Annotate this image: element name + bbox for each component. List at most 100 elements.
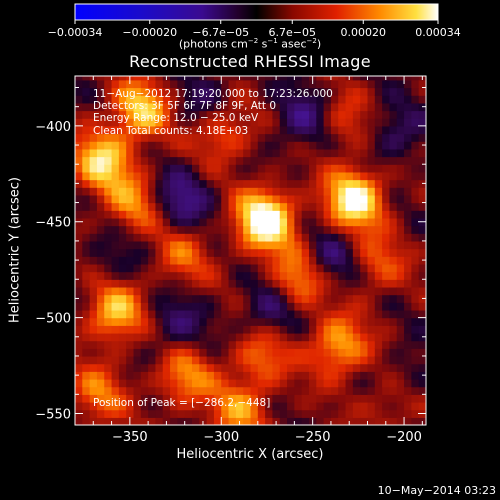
heatmap-cell bbox=[104, 348, 113, 357]
heatmap-cell bbox=[396, 401, 405, 411]
heatmap-cell bbox=[170, 401, 178, 411]
annotation-line-time: 11−Aug−2012 17:19:20.000 to 17:23:26.000 bbox=[93, 88, 333, 100]
heatmap-cell bbox=[75, 233, 83, 242]
heatmap-cell bbox=[323, 417, 332, 425]
heatmap-cell bbox=[352, 148, 361, 158]
heatmap-cell bbox=[126, 148, 135, 158]
heatmap-cell bbox=[221, 371, 230, 380]
heatmap-cell bbox=[148, 294, 157, 303]
heatmap-cell bbox=[389, 386, 398, 395]
heatmap-cell bbox=[228, 125, 237, 135]
heatmap-cell bbox=[177, 355, 186, 365]
heatmap-cell bbox=[272, 271, 281, 280]
heatmap-cell bbox=[89, 110, 98, 119]
heatmap-cell bbox=[345, 286, 354, 296]
heatmap-cell bbox=[184, 401, 193, 411]
heatmap-cell bbox=[360, 325, 369, 334]
heatmap-cell bbox=[213, 302, 222, 311]
heatmap-cell bbox=[367, 417, 376, 425]
heatmap-cell bbox=[301, 240, 310, 250]
heatmap-cell bbox=[118, 76, 127, 81]
heatmap-cell bbox=[382, 355, 391, 365]
heatmap-cell bbox=[243, 386, 252, 395]
heatmap-cell bbox=[265, 110, 274, 119]
heatmap-cell bbox=[360, 110, 369, 119]
heatmap-cell bbox=[89, 340, 98, 349]
heatmap-cell bbox=[228, 79, 237, 89]
heatmap-cell bbox=[352, 409, 361, 418]
heatmap-cell bbox=[279, 79, 288, 89]
heatmap-cell bbox=[301, 248, 310, 257]
heatmap-cell bbox=[309, 294, 317, 303]
heatmap-cell bbox=[228, 225, 237, 234]
heatmap-cell bbox=[104, 87, 113, 96]
heatmap-cell bbox=[272, 317, 281, 326]
heatmap-cell bbox=[382, 110, 391, 119]
heatmap-cell bbox=[192, 348, 200, 357]
heatmap-cell bbox=[374, 171, 383, 181]
heatmap-cell bbox=[352, 401, 361, 411]
heatmap-cell bbox=[323, 79, 332, 89]
heatmap-cell bbox=[257, 363, 266, 372]
heatmap-cell bbox=[82, 386, 91, 395]
heatmap-cell bbox=[360, 371, 369, 380]
heatmap-cell bbox=[382, 240, 391, 250]
heatmap-cell bbox=[294, 309, 303, 319]
heatmap-cell bbox=[111, 363, 120, 372]
heatmap-cell bbox=[118, 317, 127, 326]
heatmap-cell bbox=[104, 317, 113, 326]
heatmap-cell bbox=[199, 248, 208, 257]
heatmap-cell bbox=[82, 87, 91, 96]
heatmap-cell bbox=[140, 286, 149, 296]
heatmap-cell bbox=[192, 256, 200, 265]
heatmap-cell bbox=[279, 118, 288, 127]
heatmap-cell bbox=[382, 394, 391, 403]
heatmap-cell bbox=[352, 210, 361, 219]
heatmap-cell bbox=[118, 148, 127, 158]
heatmap-cell bbox=[309, 248, 317, 257]
heatmap-cell bbox=[133, 417, 142, 425]
heatmap-cell bbox=[287, 156, 295, 165]
heatmap-cell bbox=[148, 378, 157, 388]
heatmap-cell bbox=[89, 79, 98, 89]
heatmap-cell bbox=[265, 79, 274, 89]
heatmap-cell bbox=[374, 194, 383, 204]
heatmap-cell bbox=[345, 401, 354, 411]
colorbar-ticks: −0.00034 −0.00020 −6.7e−05 6.7e−05 0.00020 0.… bbox=[48, 20, 461, 39]
heatmap-cell bbox=[155, 309, 164, 319]
heatmap-cell bbox=[374, 133, 383, 142]
heatmap-cell bbox=[294, 141, 303, 150]
heatmap-cell bbox=[133, 294, 142, 303]
heatmap-cell bbox=[82, 302, 91, 311]
heatmap-cell bbox=[184, 156, 193, 165]
heatmap-cell bbox=[140, 248, 149, 257]
heatmap-cell bbox=[396, 133, 405, 142]
heatmap-cell bbox=[418, 279, 426, 288]
heatmap-cell bbox=[228, 240, 237, 250]
heatmap-cell bbox=[89, 187, 98, 196]
heatmap-cell bbox=[177, 179, 186, 188]
heatmap-cell bbox=[330, 240, 339, 250]
heatmap-cell bbox=[235, 332, 244, 342]
heatmap-cell bbox=[82, 156, 91, 165]
heatmap-cell bbox=[272, 171, 281, 181]
heatmap-cell bbox=[338, 348, 347, 357]
heatmap-cell bbox=[345, 102, 354, 112]
heatmap-cell bbox=[170, 340, 178, 349]
heatmap-cell bbox=[213, 263, 222, 273]
heatmap-cell bbox=[345, 156, 354, 165]
heatmap-cell bbox=[177, 302, 186, 311]
heatmap-cell bbox=[352, 363, 361, 372]
heatmap-cell bbox=[96, 263, 105, 273]
heatmap-cell bbox=[330, 302, 339, 311]
heatmap-cell bbox=[396, 118, 405, 127]
heatmap-cell bbox=[345, 332, 354, 342]
heatmap-cell bbox=[265, 76, 274, 81]
heatmap-cell bbox=[323, 302, 332, 311]
heatmap-cell bbox=[177, 79, 186, 89]
heatmap-cell bbox=[89, 302, 98, 311]
heatmap-cell bbox=[126, 217, 135, 227]
heatmap-cell bbox=[235, 409, 244, 418]
heatmap-cell bbox=[221, 248, 230, 257]
heatmap-cell bbox=[396, 217, 405, 227]
